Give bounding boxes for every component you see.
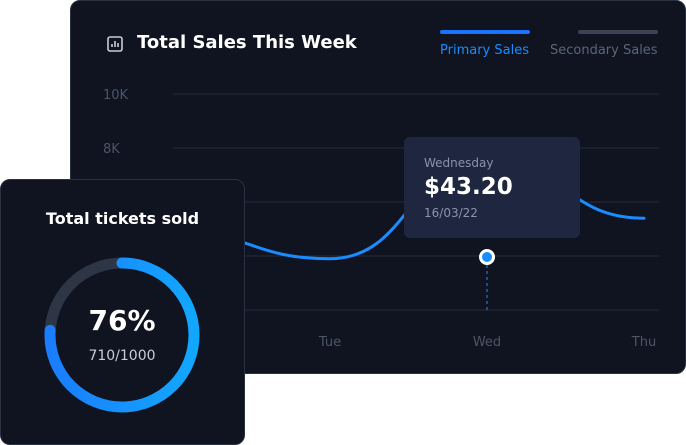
legend-primary-sales[interactable]: Primary Sales bbox=[440, 30, 530, 62]
legend-secondary-label: Secondary Sales bbox=[550, 43, 658, 58]
tooltip-date: 16/03/22 bbox=[424, 206, 478, 220]
legend-secondary-sales[interactable]: Secondary Sales bbox=[550, 30, 660, 62]
tickets-percent: 76% bbox=[88, 304, 156, 337]
highlight-point bbox=[482, 252, 492, 262]
legend-secondary-swatch bbox=[578, 30, 658, 34]
legend-primary-label: Primary Sales bbox=[440, 43, 529, 58]
tooltip-day: Wednesday bbox=[424, 156, 494, 170]
tickets-count: 710/1000 bbox=[88, 348, 156, 364]
data-tooltip: Wednesday $43.20 16/03/22 bbox=[404, 137, 580, 238]
tickets-sold-card: Total tickets sold 76% 710/1000 bbox=[0, 179, 245, 445]
x-tick-label: Thu bbox=[631, 335, 656, 350]
x-tick-label: Wed bbox=[473, 335, 501, 350]
tickets-title: Total tickets sold bbox=[45, 209, 200, 228]
progress-ring bbox=[44, 257, 200, 413]
chart-title: Total Sales This Week bbox=[137, 32, 357, 53]
y-tick-label: 10K bbox=[103, 88, 129, 103]
progress-ring-fill bbox=[44, 257, 200, 413]
tooltip-value: $43.20 bbox=[424, 174, 513, 200]
bar-chart-icon bbox=[107, 36, 123, 52]
y-tick-label: 8K bbox=[103, 142, 120, 157]
legend-primary-swatch bbox=[440, 30, 530, 34]
x-tick-label: Tue bbox=[318, 335, 341, 350]
